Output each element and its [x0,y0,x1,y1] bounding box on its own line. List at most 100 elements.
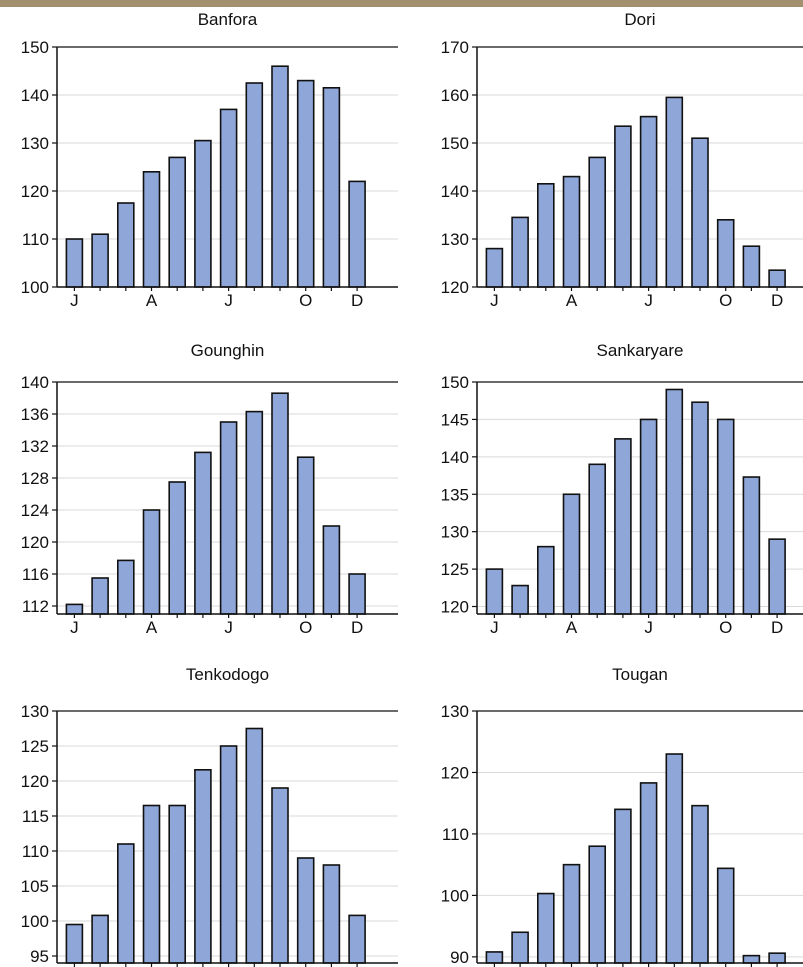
x-tick-label: J [224,618,233,637]
chart-panel-sankaryare: 120 125 130 135 140 145 150 J A J O D Sankaryare [441,341,803,637]
y-tick-label: 130 [21,134,49,153]
bar-j-6 [639,418,658,615]
y-tick-label: 95 [30,947,49,966]
bar-n-10 [322,525,341,615]
y-tick-label: 130 [21,702,49,721]
x-tick-label: J [70,618,79,637]
y-tick-label: 140 [21,373,49,392]
bar-o-9 [716,219,735,288]
bar-f-1 [511,931,529,964]
bar-m-2 [117,202,135,288]
x-tick-label: A [146,291,158,310]
bar-j-5 [614,438,632,615]
bar-j-5 [614,125,632,288]
bar-j-6 [639,782,658,964]
bar-n-10 [322,864,341,964]
chart-title: Tenkodogo [186,665,269,684]
y-tick-label: 110 [442,825,469,844]
bar-j-0 [65,603,84,615]
bar-m-2 [117,843,135,964]
bar-m-4 [588,463,607,615]
y-tick-label: 135 [441,485,469,504]
bar-d-11 [768,538,786,615]
chart-title: Banfora [198,10,258,29]
x-tick-label: O [299,291,312,310]
x-tick-label: D [771,618,783,637]
y-tick-label: 112 [22,597,49,616]
chart-panel-dori: 120 130 140 150 160 170 J A J O D Dori [441,10,803,310]
bar-s-8 [271,787,289,964]
y-tick-label: 132 [21,437,49,456]
y-tick-label: 124 [21,501,49,520]
bar-n-10 [742,245,761,288]
bar-n-10 [742,954,761,964]
bar-j-5 [614,808,632,964]
x-tick-label: D [351,618,363,637]
bar-o-9 [296,79,315,288]
chart-title: Dori [624,10,655,29]
y-tick-label: 120 [21,182,49,201]
bar-a-3 [562,493,581,615]
chart-title: Tougan [612,665,668,684]
y-tick-label: 145 [441,410,469,429]
bar-a-7 [665,388,684,615]
y-tick-label: 125 [441,560,469,579]
bar-j-6 [219,745,238,964]
y-tick-label: 100 [21,912,49,931]
bar-d-11 [768,269,786,288]
bar-n-10 [742,476,761,615]
bar-s-8 [691,401,709,615]
bar-m-2 [117,559,135,615]
y-tick-label: 130 [441,523,469,542]
x-tick-label: J [644,291,653,310]
bar-j-5 [194,451,212,615]
y-tick-label: 120 [441,763,469,782]
y-tick-label: 128 [21,469,49,488]
bar-j-0 [485,568,504,615]
bar-s-8 [271,65,289,288]
y-tick-label: 90 [450,948,469,967]
bar-a-3 [142,804,161,964]
bar-s-8 [271,392,289,615]
bar-d-11 [348,914,366,964]
bar-j-0 [65,923,84,964]
y-tick-label: 120 [21,533,49,552]
x-tick-label: O [299,618,312,637]
bar-m-2 [536,183,555,288]
y-tick-label: 130 [441,702,469,721]
bar-j-6 [639,115,658,288]
bar-j-6 [219,108,238,288]
chart-panel-banfora: 100 110 120 130 140 150 J A J O D Banfora [21,10,398,310]
x-tick-label: D [771,291,783,310]
y-tick-label: 120 [441,278,469,297]
y-tick-label: 136 [21,405,49,424]
y-tick-label: 160 [441,86,469,105]
y-tick-label: 116 [22,565,49,584]
chart-title: Gounghin [191,341,265,360]
bar-m-4 [588,845,607,964]
y-tick-label: 140 [21,86,49,105]
bar-d-11 [348,573,366,615]
y-tick-label: 150 [441,134,469,153]
y-tick-label: 110 [22,230,49,249]
x-tick-label: J [224,291,233,310]
bar-a-7 [665,753,684,964]
bar-a-3 [142,509,161,615]
bar-o-9 [716,418,735,615]
bar-j-0 [485,247,504,288]
y-tick-label: 115 [22,807,49,826]
bar-s-8 [691,804,709,964]
bar-d-11 [348,180,366,288]
x-tick-label: J [644,618,653,637]
bar-j-0 [65,238,84,288]
y-tick-label: 125 [21,737,49,756]
y-tick-label: 130 [441,230,469,249]
bar-d-11 [768,952,786,964]
chart-panel-tenkodogo: 95100105110115120125130JAJODTenkodogo [21,665,398,967]
y-tick-label: 170 [441,38,469,57]
bar-m-2 [536,892,555,964]
y-tick-label: 140 [441,448,469,467]
top-color-band [0,0,803,7]
bar-s-8 [691,137,709,288]
